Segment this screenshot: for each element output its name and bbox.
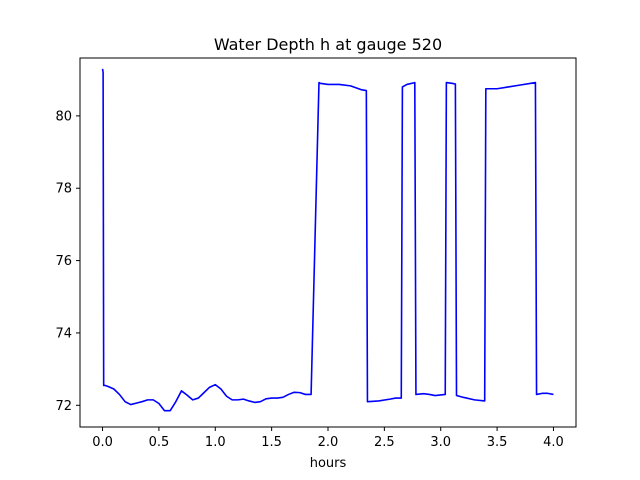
- x-tick-label: 0.5: [149, 435, 170, 450]
- x-tick-label: 1.0: [205, 435, 226, 450]
- x-tick-label: 3.5: [487, 435, 508, 450]
- x-tick-label: 0.0: [92, 435, 113, 450]
- x-tick-label: 2.0: [318, 435, 339, 450]
- series-line-0: [101, 68, 554, 412]
- y-tick-label: 74: [55, 326, 72, 341]
- y-tick-label: 76: [55, 254, 72, 269]
- plot-frame: [79, 57, 577, 428]
- chart-title: Water Depth h at gauge 520: [214, 35, 442, 54]
- x-tick-label: 2.5: [374, 435, 395, 450]
- y-tick-label: 78: [55, 182, 72, 197]
- x-tick-label: 1.5: [261, 435, 282, 450]
- x-axis-label: hours: [310, 456, 347, 471]
- x-axis-ticks: 0.0 0.5 1.0 1.5 2.0 2.5 3.0 3.5 4.0: [92, 427, 564, 450]
- y-tick-label: 72: [55, 399, 72, 414]
- y-tick-label: 80: [55, 109, 72, 124]
- plot-area: [80, 58, 576, 427]
- y-axis-ticks: 72 74 76 78 80: [55, 109, 80, 414]
- x-tick-label: 3.0: [430, 435, 451, 450]
- series-layer: [101, 68, 554, 412]
- x-tick-label: 4.0: [543, 435, 564, 450]
